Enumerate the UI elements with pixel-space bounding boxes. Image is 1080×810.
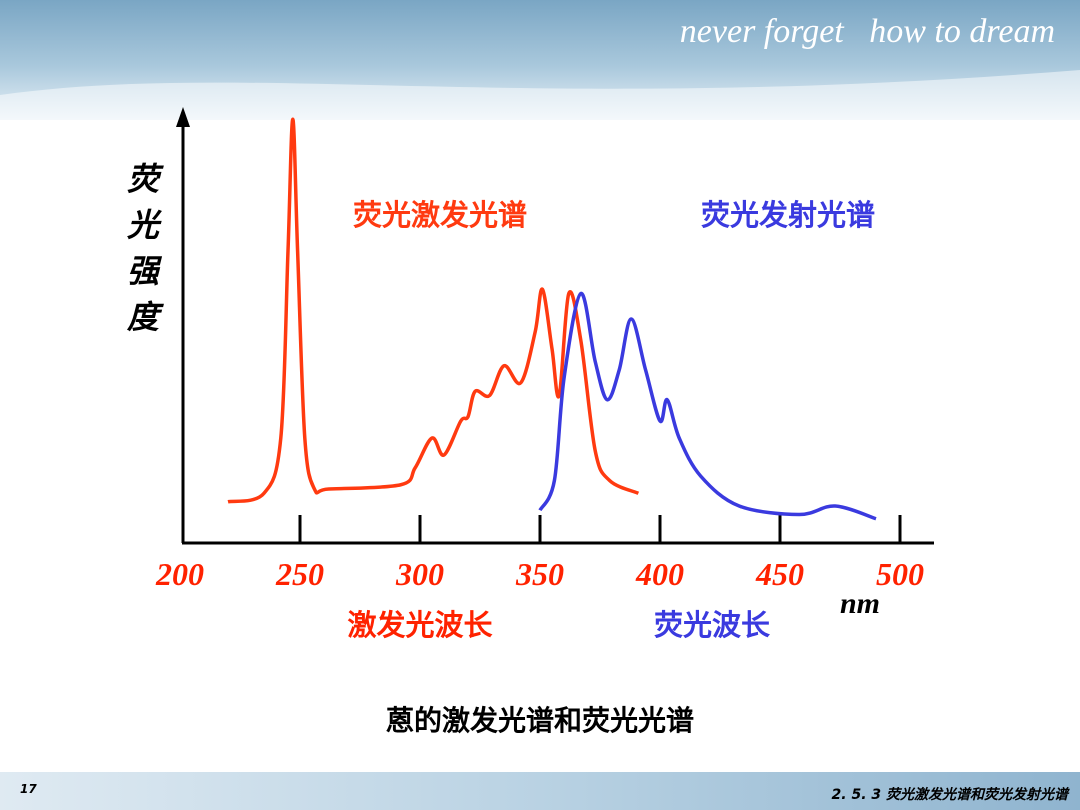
spectrum-line	[538, 291, 877, 521]
caption: 蒽的激发光谱和荧光光谱	[386, 704, 694, 737]
section-title: 2. 5. 3 荧光激发光谱和荧光发射光谱	[832, 786, 1070, 803]
x-axis-label: 激发光波长	[347, 608, 493, 642]
y-label-char: 强	[127, 252, 163, 290]
y-label-char: 度	[126, 298, 164, 336]
spectrum-line	[227, 117, 640, 504]
x-tick-label: 300	[395, 556, 444, 592]
x-tick-label: 200	[155, 556, 204, 592]
y-axis-arrow	[176, 107, 190, 127]
x-tick-label: 450	[755, 556, 804, 592]
legend-label: 荧光发射光谱	[701, 198, 875, 232]
footer-band	[0, 772, 1080, 810]
tagline: never forget how to dream	[680, 13, 1055, 50]
x-tick-label: 250	[275, 556, 324, 592]
x-tick-label: 350	[515, 556, 564, 592]
legend-label: 荧光激发光谱	[353, 198, 527, 232]
x-tick-label: 500	[876, 556, 924, 592]
y-label-char: 光	[127, 206, 162, 244]
y-label-char: 荧	[127, 160, 164, 198]
x-unit: nm	[840, 587, 880, 620]
x-axis-label: 荧光波长	[654, 608, 771, 642]
header-wave	[0, 70, 1080, 120]
x-tick-label: 400	[635, 556, 684, 592]
page-number: 17	[20, 782, 37, 796]
